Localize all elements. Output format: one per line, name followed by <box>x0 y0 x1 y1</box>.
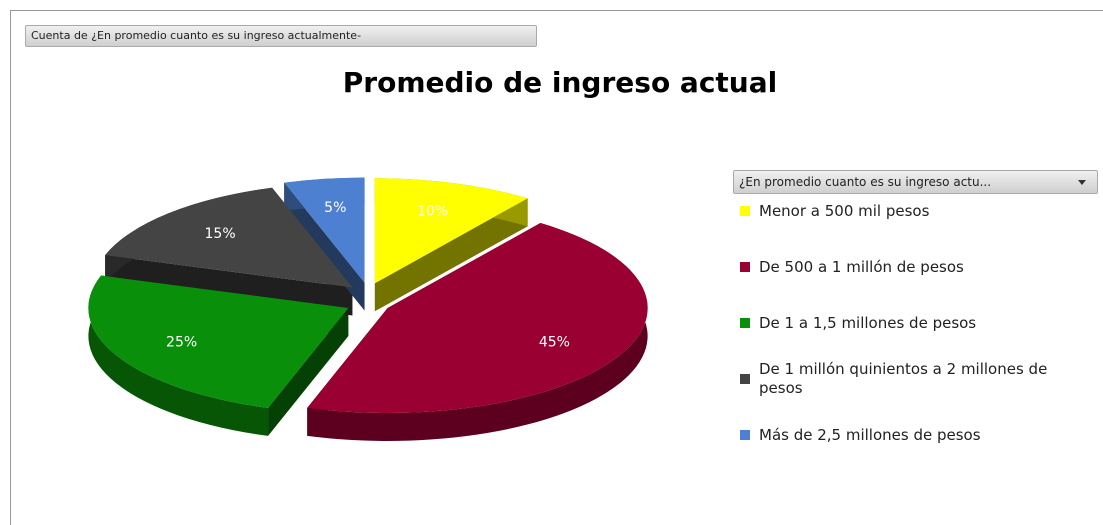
legend-item: Menor a 500 mil pesos <box>740 183 1090 239</box>
legend: Menor a 500 mil pesos De 500 a 1 millón d… <box>740 183 1090 463</box>
pie-slice <box>374 178 528 284</box>
data-label: 25% <box>166 334 197 350</box>
legend-swatch <box>740 374 750 384</box>
slice-side <box>88 275 269 436</box>
data-label: 5% <box>324 200 346 216</box>
legend-label: De 1 millón quinientos a 2 millones de p… <box>759 360 1048 397</box>
legend-label: Menor a 500 mil pesos <box>759 201 930 220</box>
chart-frame <box>10 10 1103 525</box>
dropdown-arrow <box>1078 180 1086 185</box>
field-button[interactable]: Cuenta de ¿En promedio cuanto es su ingr… <box>25 25 537 47</box>
data-label: 45% <box>539 334 570 350</box>
legend-item: De 1 a 1,5 millones de pesos <box>740 295 1090 351</box>
legend-swatch <box>740 206 750 216</box>
slice-wall <box>374 178 528 312</box>
legend-label: De 500 a 1 millón de pesos <box>759 257 964 276</box>
data-label: 15% <box>205 226 236 242</box>
legend-label: Más de 2,5 millones de pesos <box>759 425 981 444</box>
legend-label: De 1 a 1,5 millones de pesos <box>759 313 977 332</box>
pie-slice <box>284 177 365 283</box>
slice-wall <box>284 177 365 311</box>
slice-tops: 10% 45% 25% 15% 5% <box>88 177 648 413</box>
legend-item: De 500 a 1 millón de pesos <box>740 239 1090 295</box>
slice-side <box>307 223 648 441</box>
pie-slice <box>105 187 353 288</box>
legend-swatch <box>740 318 750 328</box>
pie-slice <box>307 223 648 413</box>
legend-item: Más de 2,5 millones de pesos <box>740 407 1090 463</box>
data-label: 10% <box>417 203 448 219</box>
pie-slice <box>88 275 349 408</box>
chart-title: Promedio de ingreso actual <box>342 66 778 99</box>
legend-title: ¿En promedio cuanto es su ingreso actu..… <box>739 175 992 189</box>
legend-item: De 1 millón quinientos a 2 millones de p… <box>740 351 1090 407</box>
legend-field-button[interactable]: ¿En promedio cuanto es su ingreso actu..… <box>733 170 1098 194</box>
legend-swatch <box>740 262 750 272</box>
legend-swatch <box>740 430 750 440</box>
